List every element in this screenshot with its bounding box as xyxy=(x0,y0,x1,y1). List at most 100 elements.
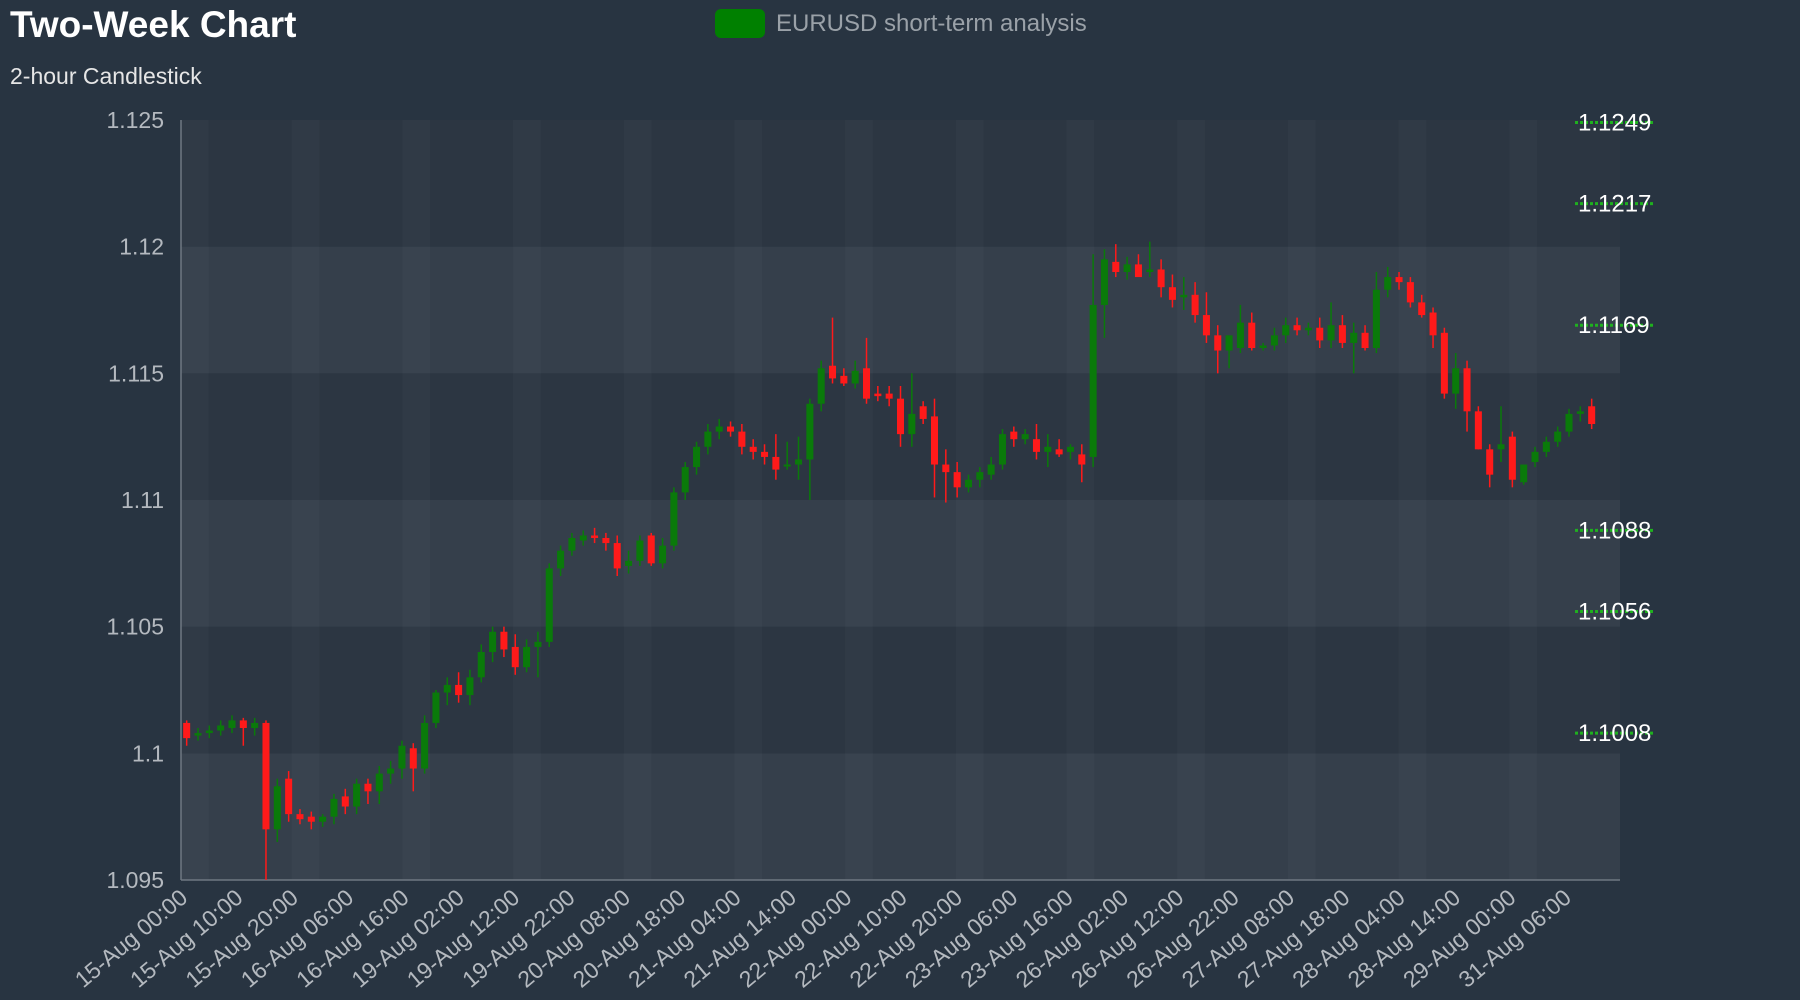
candle-body xyxy=(341,796,349,807)
candle-body xyxy=(432,692,440,723)
vertical-band xyxy=(624,120,652,880)
candle-body xyxy=(443,684,451,693)
candle xyxy=(1565,408,1573,437)
candle-body xyxy=(1588,406,1596,424)
candle-body xyxy=(1225,335,1233,351)
candle xyxy=(919,401,927,424)
candle xyxy=(523,639,531,673)
candle-body xyxy=(1270,335,1278,346)
candle xyxy=(1214,325,1222,374)
candle-body xyxy=(976,472,984,480)
candle xyxy=(1508,431,1516,488)
candle-body xyxy=(1474,411,1482,450)
candle xyxy=(364,778,372,804)
candle xyxy=(375,766,383,804)
candle xyxy=(1463,360,1471,432)
candle xyxy=(1010,426,1018,447)
y-tick-label: 1.12 xyxy=(119,234,164,260)
y-tick-label: 1.095 xyxy=(106,867,164,893)
horizontal-band xyxy=(181,626,1620,754)
candle xyxy=(353,778,361,815)
candle-body xyxy=(942,464,950,473)
candle xyxy=(851,360,859,389)
candle xyxy=(1361,325,1369,351)
candle xyxy=(1520,464,1528,485)
candle xyxy=(783,441,791,470)
candle xyxy=(1191,282,1199,323)
candle xyxy=(319,814,327,827)
candle-body xyxy=(1565,413,1573,432)
candle-body xyxy=(795,459,803,465)
candle-body xyxy=(647,535,655,564)
price-levels: 1.1249 1.1217 1.1169 1.1088 1.1056 1.1008 xyxy=(1575,110,1655,747)
candle xyxy=(1542,436,1550,457)
candle-body xyxy=(1248,322,1256,348)
candle xyxy=(1282,317,1290,343)
candle xyxy=(1055,439,1063,457)
candle xyxy=(1531,446,1539,468)
candle xyxy=(693,441,701,475)
candle xyxy=(1100,249,1108,338)
candle-body xyxy=(228,720,236,728)
candle xyxy=(1157,259,1165,298)
price-level: 1.1249 xyxy=(1575,110,1655,137)
candle xyxy=(557,545,565,576)
candle xyxy=(613,535,621,576)
candle-body xyxy=(896,398,905,435)
candle-body xyxy=(183,722,191,739)
candle-body xyxy=(1134,264,1142,278)
candle-body xyxy=(1406,282,1414,303)
legend[interactable]: EURUSD short-term analysis xyxy=(715,9,1087,38)
horizontal-band xyxy=(181,246,1620,374)
candle-body xyxy=(715,426,723,432)
candle xyxy=(987,456,995,480)
candle-body xyxy=(1180,294,1188,298)
candle-body xyxy=(749,446,757,452)
candle xyxy=(1350,322,1358,374)
candle xyxy=(1576,406,1584,422)
candle xyxy=(1554,426,1562,447)
candle xyxy=(477,644,485,683)
candle xyxy=(273,778,281,842)
candle-body xyxy=(1259,345,1267,348)
candle xyxy=(228,715,236,734)
candle xyxy=(500,626,508,658)
candle xyxy=(239,717,247,746)
candle xyxy=(1293,317,1301,336)
price-level-label: 1.1217 xyxy=(1578,191,1651,218)
candle xyxy=(647,532,655,566)
candle-body xyxy=(761,451,769,457)
candle xyxy=(1384,266,1392,298)
candle xyxy=(1486,444,1494,488)
vertical-band xyxy=(1177,120,1205,880)
candle xyxy=(443,677,451,706)
candle xyxy=(1168,274,1176,308)
candle xyxy=(205,725,213,739)
candle-body xyxy=(1191,294,1199,316)
candle-body xyxy=(409,748,417,769)
candle xyxy=(183,720,191,746)
vertical-band xyxy=(734,120,762,880)
candle-body xyxy=(1168,287,1176,300)
candle-body xyxy=(1316,327,1324,341)
candle-body xyxy=(194,733,202,736)
candle-body xyxy=(874,393,882,397)
candle-body xyxy=(670,492,678,546)
candle xyxy=(1588,398,1596,430)
candle-body xyxy=(885,393,893,399)
candle xyxy=(466,669,474,706)
candle-body xyxy=(1452,368,1460,394)
candle xyxy=(579,530,587,546)
candle xyxy=(930,398,939,498)
y-axis-ticks: 1.095 1.1 1.105 1.11 1.115 1.12 1.125 xyxy=(106,107,164,893)
candle-body xyxy=(217,725,225,731)
candle-body xyxy=(964,479,972,488)
candle-body xyxy=(1123,264,1131,272)
candles xyxy=(183,241,1596,880)
candle-body xyxy=(296,814,304,820)
candle xyxy=(636,535,644,566)
candle-body xyxy=(568,538,576,551)
candle xyxy=(251,717,259,736)
candle xyxy=(1134,254,1142,278)
